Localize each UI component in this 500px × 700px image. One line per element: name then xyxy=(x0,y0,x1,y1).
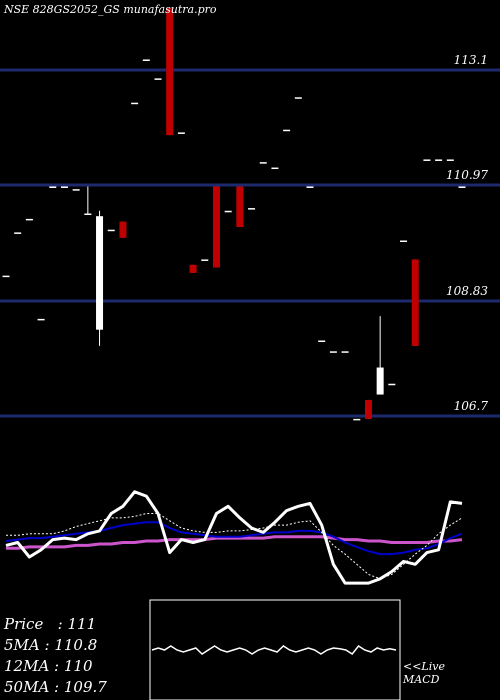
indicator-price-line xyxy=(5,490,463,585)
candle-body-23 xyxy=(271,167,279,170)
indicator-blue-line xyxy=(5,521,463,556)
candle-body-28 xyxy=(329,351,337,353)
macd-panel xyxy=(149,599,401,700)
candle-body-27 xyxy=(318,340,326,342)
ma12-value: 110 xyxy=(63,657,93,675)
indicator-panel xyxy=(5,490,463,585)
candle-body-36 xyxy=(423,159,431,161)
candle-body-18 xyxy=(212,186,220,268)
candle-body-20 xyxy=(236,186,244,227)
price-stats: Price : 111 5MA : 110.8 12MA : 110 50MA … xyxy=(4,614,107,698)
ma12-row: 12MA : 110 xyxy=(4,657,93,675)
macd-line xyxy=(151,644,397,655)
candle-body-10 xyxy=(119,221,127,238)
ma50-label: 50MA xyxy=(4,678,50,696)
ma5-label: 5MA xyxy=(4,636,40,654)
candle-body-6 xyxy=(72,189,80,191)
candle-body-3 xyxy=(37,318,45,321)
y-tick-label-1: 110.97 xyxy=(446,168,488,182)
y-tick-label-0: 113.1 xyxy=(454,53,488,67)
candle-body-19 xyxy=(224,210,232,213)
candle-body-37 xyxy=(435,159,443,161)
candle-body-32 xyxy=(376,367,384,395)
candle-body-14 xyxy=(166,8,174,136)
candle-body-34 xyxy=(400,240,408,243)
candle-body-31 xyxy=(364,399,372,419)
candles xyxy=(2,8,466,421)
candle-body-33 xyxy=(388,383,396,386)
candle-body-29 xyxy=(341,351,349,353)
indicator-violet-line xyxy=(6,535,463,550)
candle-body-9 xyxy=(107,229,115,232)
indicator-dotted-line xyxy=(6,513,463,580)
candle-body-7 xyxy=(84,213,92,215)
candle-body-5 xyxy=(60,186,68,188)
candle-body-24 xyxy=(283,129,291,132)
candle-body-25 xyxy=(294,97,302,99)
y-tick-label-2: 108.83 xyxy=(446,284,488,298)
ma50-value: 109.7 xyxy=(63,678,107,696)
candle-body-13 xyxy=(154,78,162,80)
candle-body-8 xyxy=(96,216,104,330)
gridlines xyxy=(0,68,500,418)
ma5-row: 5MA : 110.8 xyxy=(4,636,98,654)
candle-body-26 xyxy=(306,186,314,188)
ma5-value: 110.8 xyxy=(54,636,98,654)
candle-body-38 xyxy=(446,159,454,161)
candle-body-0 xyxy=(2,275,10,278)
candle-body-16 xyxy=(189,264,197,273)
y-tick-label-3: 106.7 xyxy=(454,399,489,413)
ma50-row: 50MA : 109.7 xyxy=(4,678,107,696)
candle-body-17 xyxy=(201,259,209,261)
candle-body-21 xyxy=(248,208,256,210)
price-value: 111 xyxy=(67,615,97,633)
candle-body-22 xyxy=(259,162,267,164)
candle-body-30 xyxy=(353,418,361,421)
macd-label[interactable]: <<Live MACD xyxy=(403,660,445,686)
candle-body-2 xyxy=(25,218,33,221)
ma12-label: 12MA xyxy=(4,657,50,675)
macd-label-line2: MACD xyxy=(403,673,440,686)
candle-body-11 xyxy=(131,102,139,105)
candle-body-1 xyxy=(14,232,22,234)
macd-label-line1[interactable]: <<Live xyxy=(403,660,445,673)
price-label: Price xyxy=(4,615,44,633)
chart-title: NSE 828GS2052_GS munafasutra.pro xyxy=(4,3,217,16)
candle-body-35 xyxy=(411,259,419,346)
candle-body-15 xyxy=(177,132,185,134)
price-row: Price : 111 xyxy=(4,615,97,633)
candle-body-39 xyxy=(458,186,466,188)
y-tick-labels: 113.1 110.97 108.83 106.7 xyxy=(446,53,488,413)
candle-body-4 xyxy=(49,186,57,188)
candle-body-12 xyxy=(142,59,150,61)
